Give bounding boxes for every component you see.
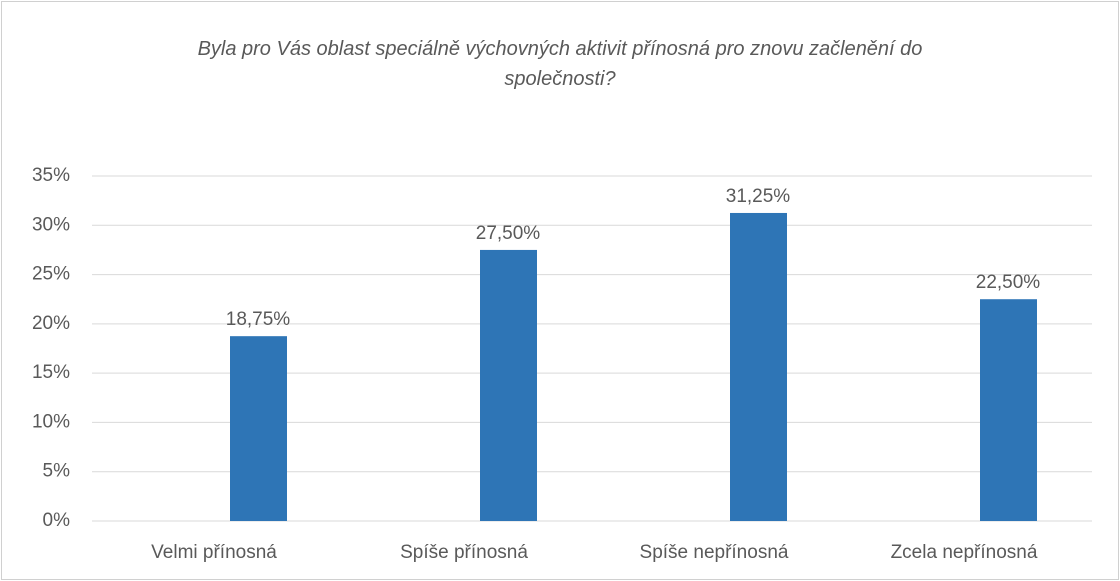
y-tick-label: 10% [32, 411, 70, 432]
data-label: 22,50% [976, 272, 1041, 293]
x-tick-label: Velmi přínosná [151, 542, 277, 563]
data-label: 31,25% [726, 186, 791, 207]
bar [230, 336, 287, 521]
bar [480, 249, 537, 521]
data-label: 27,50% [476, 223, 541, 244]
y-tick-label: 25% [32, 264, 70, 285]
bar [980, 299, 1037, 521]
y-tick-label: 35% [32, 165, 70, 186]
x-tick-label: Spíše přínosná [400, 542, 528, 563]
bar [730, 212, 787, 521]
data-label: 18,75% [226, 309, 291, 330]
x-tick-label: Zcela nepřínosná [891, 542, 1038, 563]
chart-title: Byla pro Vás oblast speciálně výchovných… [197, 38, 923, 90]
y-tick-label: 30% [32, 214, 70, 235]
x-tick-label: Spíše nepřínosná [640, 542, 789, 563]
y-tick-label: 0% [43, 510, 71, 531]
y-tick-label: 20% [32, 313, 70, 334]
y-tick-label: 5% [43, 461, 71, 482]
y-tick-label: 15% [32, 362, 70, 383]
